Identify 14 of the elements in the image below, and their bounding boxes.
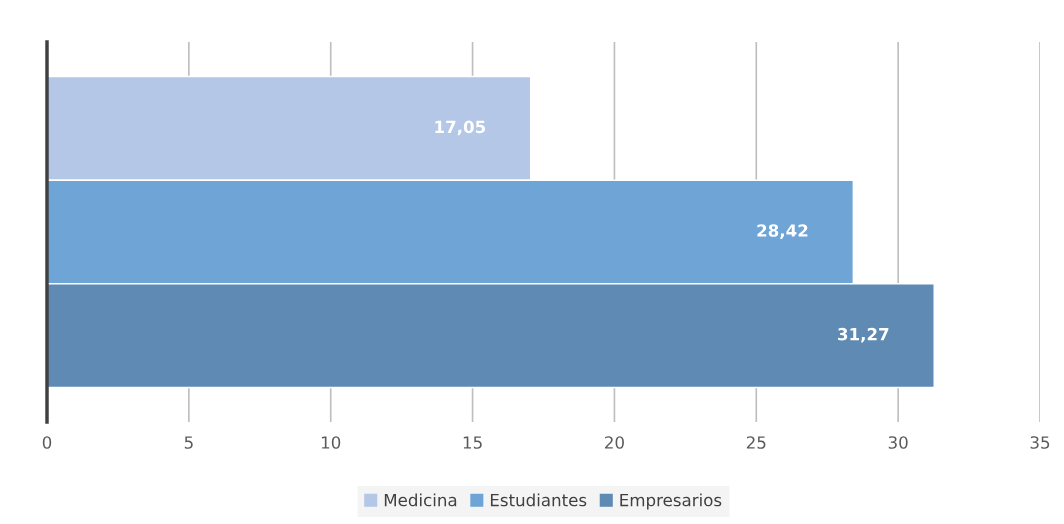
legend-label: Medicina xyxy=(384,493,457,507)
x-tick-label: 15 xyxy=(463,436,482,449)
x-tick-label: 30 xyxy=(888,436,908,449)
data-label: 17,05 xyxy=(435,120,486,136)
x-tick-label: 25 xyxy=(746,436,766,449)
x-tick-label: 35 xyxy=(1030,436,1050,449)
x-tick-label: 20 xyxy=(605,436,624,449)
x-tick-label: 5 xyxy=(184,436,193,449)
data-label: 31,27 xyxy=(838,327,889,343)
data-label: 28,42 xyxy=(757,224,808,239)
x-tick-label: 10 xyxy=(321,436,341,449)
x-tick-label: 0 xyxy=(42,436,52,449)
legend-label: Estudiantes xyxy=(490,493,587,507)
legend-label: Empresarios xyxy=(620,493,722,510)
